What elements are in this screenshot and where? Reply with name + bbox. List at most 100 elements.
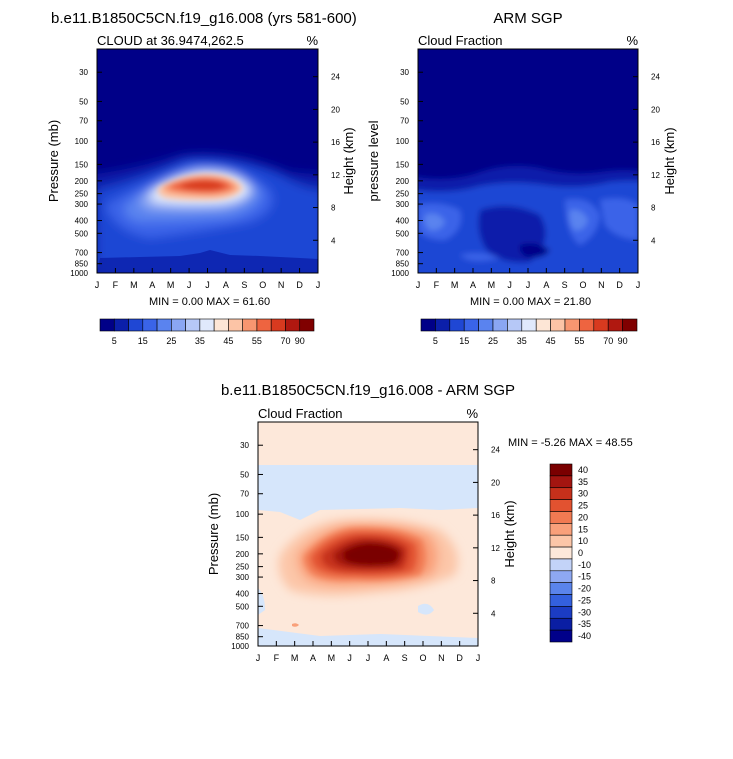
height-tick-label: 20	[491, 478, 500, 487]
pressure-tick-label: 100	[396, 137, 410, 146]
panel1-stats: MIN = 0.00 MAX = 61.60	[149, 296, 270, 308]
colorbar-swatch	[435, 318, 451, 332]
panel2-plot-area	[418, 49, 638, 273]
pressure-tick-label: 1000	[231, 642, 249, 651]
diff-colorbar-swatch	[549, 594, 573, 607]
pressure-tick-label: 500	[236, 602, 250, 611]
pressure-tick-label: 400	[396, 217, 410, 226]
colorbar-label: 5	[112, 336, 117, 346]
height-tick-label: 12	[651, 171, 660, 180]
diff-colorbar-swatch	[549, 463, 573, 477]
colorbar-swatch	[535, 318, 551, 332]
pressure-tick-label: 30	[79, 68, 88, 77]
diff-colorbar-swatch	[549, 499, 573, 512]
pressure-tick-label: 300	[75, 200, 89, 209]
diff-colorbar-label: -15	[578, 572, 591, 582]
colorbar-label: 70	[603, 336, 613, 346]
colorbar-swatch	[593, 318, 609, 332]
diff-colorbar-swatch	[549, 558, 573, 572]
x-tick-label: D	[296, 280, 303, 290]
panel2-units-label: %	[626, 33, 638, 48]
panel2-title: ARM SGP	[493, 10, 562, 27]
colorbar-obs: 5 15 25 35 45 55 70 90	[420, 318, 638, 346]
pressure-tick-label: 850	[75, 260, 89, 269]
x-tick-label: N	[278, 280, 285, 290]
diff-colorbar-label: -20	[578, 584, 591, 594]
diff-colorbar-swatch	[549, 487, 573, 500]
colorbar-label: 70	[280, 336, 290, 346]
height-tick-label: 16	[331, 138, 340, 147]
height-tick-label: 8	[331, 204, 336, 213]
pressure-tick-label: 500	[75, 229, 89, 238]
x-tick-label: D	[456, 653, 463, 663]
x-tick-label: J	[95, 280, 100, 290]
diff-colorbar-label: 25	[578, 501, 588, 511]
x-tick-label: J	[636, 280, 641, 290]
pressure-tick-label: 30	[240, 441, 249, 450]
pressure-tick-label: 100	[236, 510, 250, 519]
pressure-tick-label: 300	[396, 200, 410, 209]
pressure-tick-label: 850	[396, 260, 410, 269]
height-tick-label: 4	[331, 236, 336, 245]
pressure-tick-label: 250	[396, 190, 410, 199]
colorbar-swatch	[185, 318, 201, 332]
diff-colorbar-label: -30	[578, 607, 591, 617]
colorbar-model: 5 15 25 35 45 55 70 90	[99, 318, 315, 346]
x-tick-label: A	[543, 280, 549, 290]
height-tick-label: 24	[491, 446, 500, 455]
height-tick-label: 4	[491, 609, 496, 618]
panel3-stats: MIN = -5.26 MAX = 48.55	[508, 437, 633, 449]
diff-colorbar-swatch	[549, 511, 573, 524]
x-tick-label: S	[402, 653, 408, 663]
panel3-title: b.e11.B1850C5CN.f19_g16.008 - ARM SGP	[221, 382, 515, 399]
colorbar-swatch	[99, 318, 115, 332]
panel3-ylabel: Pressure (mb)	[206, 493, 221, 575]
x-tick-label: N	[598, 280, 605, 290]
pressure-tick-label: 200	[75, 177, 89, 186]
diff-colorbar-label: 30	[578, 489, 588, 499]
diff-colorbar-label: 15	[578, 524, 588, 534]
diff-colorbar-label: -10	[578, 560, 591, 570]
pressure-tick-label: 200	[396, 177, 410, 186]
colorbar-swatch	[270, 318, 286, 332]
panel1-y2label: Height (km)	[341, 127, 356, 194]
diff-colorbar-swatch	[549, 606, 573, 619]
colorbar-swatch	[550, 318, 566, 332]
panel3-left-label: Cloud Fraction	[258, 406, 343, 421]
pressure-tick-label: 50	[240, 470, 249, 479]
panel-obs: ARM SGP Cloud Fraction % J F M A M J J A S O N D J 30…	[366, 10, 677, 308]
height-tick-label: 8	[651, 204, 656, 213]
colorbar-swatch	[622, 318, 638, 332]
pressure-tick-label: 200	[236, 550, 250, 559]
colorbar-label: 35	[517, 336, 527, 346]
colorbar-label: 15	[459, 336, 469, 346]
colorbar-swatch	[607, 318, 623, 332]
pressure-tick-label: 70	[240, 490, 249, 499]
height-tick-label: 16	[651, 138, 660, 147]
height-tick-label: 24	[651, 73, 660, 82]
pressure-tick-label: 30	[400, 68, 409, 77]
x-tick-label: F	[274, 653, 280, 663]
colorbar-label: 55	[574, 336, 584, 346]
panel2-ylabel: pressure level	[366, 120, 381, 201]
x-tick-label: M	[451, 280, 459, 290]
x-tick-label: A	[470, 280, 476, 290]
pressure-tick-label: 700	[75, 249, 89, 258]
x-tick-label: J	[187, 280, 192, 290]
pressure-tick-label: 150	[236, 533, 250, 542]
panel-diff: b.e11.B1850C5CN.f19_g16.008 - ARM SGP Cl…	[206, 382, 633, 663]
height-tick-label: 20	[331, 105, 340, 114]
diff-colorbar-label: -35	[578, 619, 591, 629]
x-tick-label: S	[562, 280, 568, 290]
diff-colorbar-swatch	[549, 475, 573, 489]
pressure-tick-label: 70	[79, 117, 88, 126]
x-tick-label: F	[434, 280, 440, 290]
x-tick-label: O	[579, 280, 586, 290]
colorbar-swatch	[142, 318, 158, 332]
colorbar-swatch	[579, 318, 595, 332]
colorbar-swatch	[156, 318, 172, 332]
diff-colorbar-label: 20	[578, 512, 588, 522]
